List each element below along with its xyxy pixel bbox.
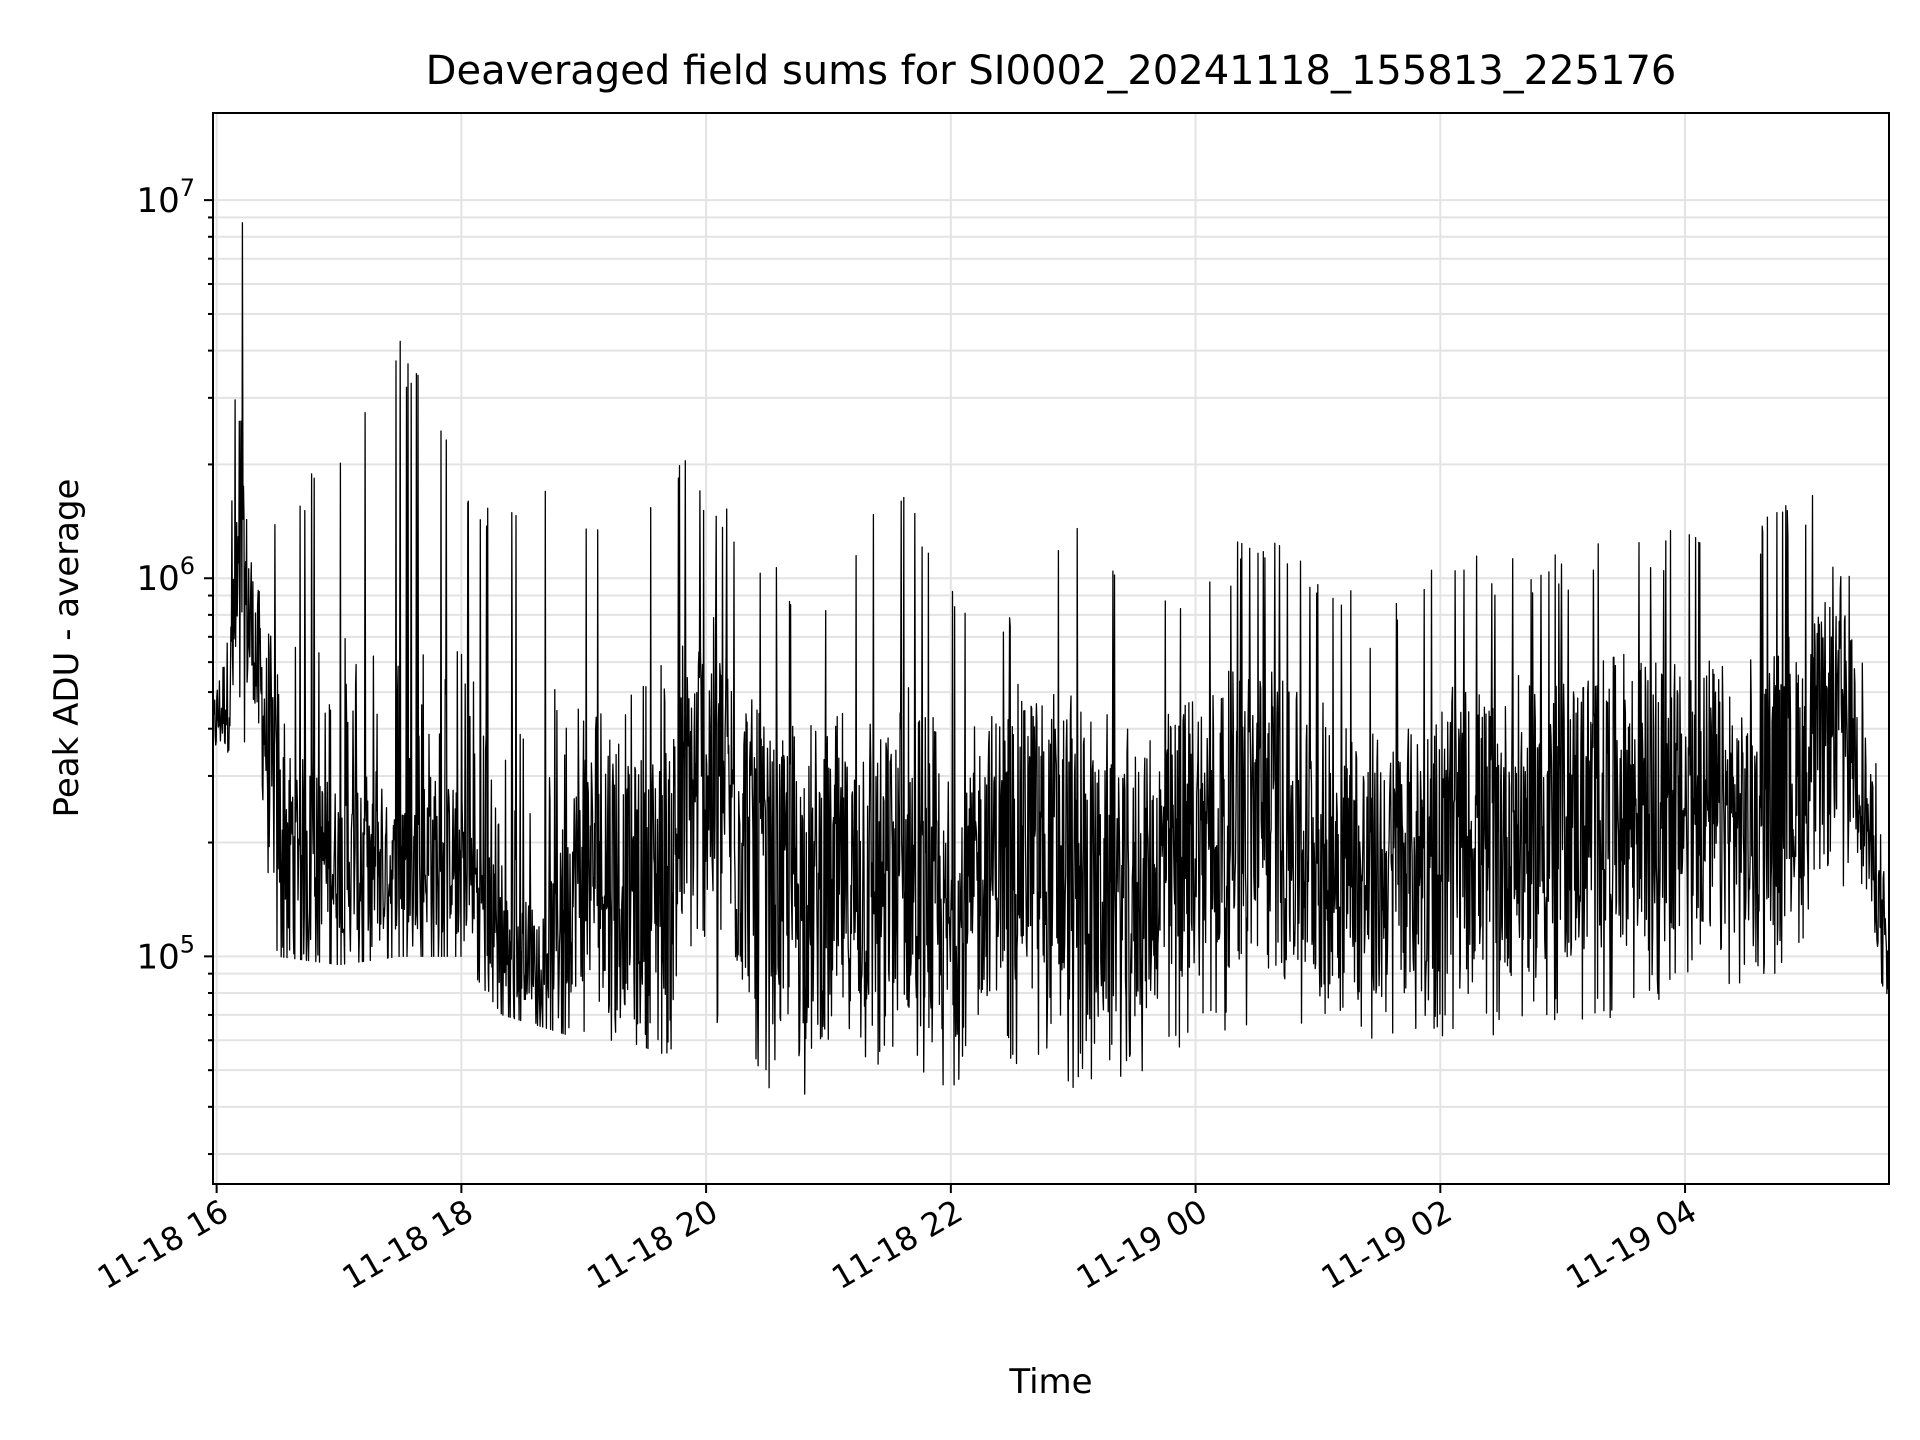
y-tick-label-base: 10 xyxy=(136,937,179,977)
x-axis-label: Time xyxy=(1008,1362,1092,1402)
y-tick-label-exponent: 5 xyxy=(180,930,195,958)
y-tick-label-exponent: 7 xyxy=(180,174,195,202)
series-line xyxy=(211,222,1890,1095)
y-tick-label-base: 10 xyxy=(136,181,179,221)
y-axis-label: Peak ADU - average xyxy=(47,479,87,818)
y-tick-label-exponent: 6 xyxy=(180,552,195,580)
data-layer xyxy=(211,222,1890,1095)
chart-title: Deaveraged field sums for SI0002_2024111… xyxy=(426,48,1677,94)
y-tick-label: 107 xyxy=(136,174,195,221)
y-tick-label: 106 xyxy=(136,552,195,599)
plot-frame xyxy=(212,112,1890,1185)
y-tick-label-base: 10 xyxy=(136,559,179,599)
y-tick-label: 105 xyxy=(136,930,195,977)
